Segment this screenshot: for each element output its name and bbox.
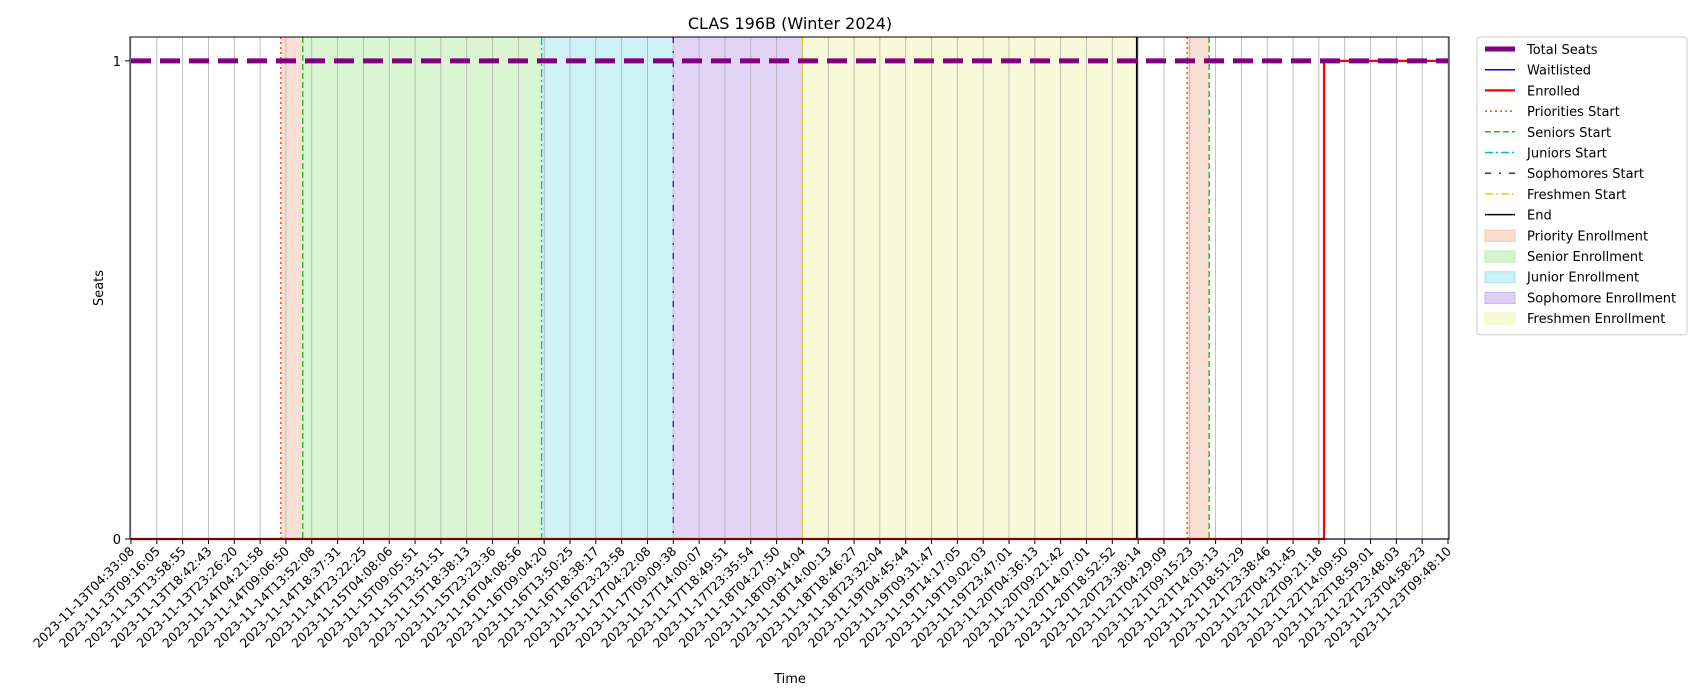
x-axis-label: Time xyxy=(773,672,806,687)
junior-enrollment-swatch xyxy=(1484,271,1516,284)
legend-box xyxy=(1476,36,1688,336)
legend-label: End xyxy=(1527,209,1552,224)
legend-entry-priority-enrollment: Priority Enrollment xyxy=(1484,229,1648,244)
legend-label: Priorities Start xyxy=(1527,105,1620,120)
freshmen-enrollment-swatch xyxy=(1484,312,1516,325)
y-axis-label: Seats xyxy=(92,270,107,306)
legend-label: Seniors Start xyxy=(1527,126,1611,141)
legend-entry-junior-enrollment: Junior Enrollment xyxy=(1484,271,1639,286)
legend-label: Freshmen Start xyxy=(1527,188,1626,203)
legend-label: Junior Enrollment xyxy=(1526,271,1639,286)
junior-enrollment-band xyxy=(541,37,674,539)
sophomore-enrollment-band xyxy=(673,37,803,539)
legend-label: Waitlisted xyxy=(1527,64,1591,79)
enrollment-period-shading xyxy=(280,37,1210,539)
legend-entry-juniors-start: Juniors Start xyxy=(1485,147,1607,162)
legend-label: Priority Enrollment xyxy=(1527,229,1648,244)
sophomore-enrollment-swatch xyxy=(1484,291,1516,304)
legend-entry-total-seats: Total Seats xyxy=(1485,43,1598,58)
legend-entry-sophomores-start: Sophomores Start xyxy=(1485,167,1644,182)
legend-entry-priorities-start: Priorities Start xyxy=(1485,105,1620,120)
legend-entry-waitlisted: Waitlisted xyxy=(1485,64,1591,79)
legend-entry-end: End xyxy=(1485,209,1552,224)
legend-entry-sophomore-enrollment: Sophomore Enrollment xyxy=(1484,291,1676,306)
priority-enrollment-swatch xyxy=(1484,229,1516,242)
legend: Total Seats Waitlisted Enrolled Priorities … xyxy=(1476,36,1688,336)
legend-label: Juniors Start xyxy=(1526,147,1607,162)
y-tick-label: 1 xyxy=(113,55,121,70)
vertical-gridlines xyxy=(130,37,1449,539)
legend-label: Freshmen Enrollment xyxy=(1527,312,1665,327)
y-axis: 01 xyxy=(113,55,130,548)
y-tick-label: 0 xyxy=(113,533,121,548)
chart-title: CLAS 196B (Winter 2024) xyxy=(688,14,892,33)
legend-entry-enrolled: Enrolled xyxy=(1485,84,1580,99)
freshmen-enrollment-band xyxy=(802,37,1137,539)
senior-enrollment-swatch xyxy=(1484,250,1516,263)
senior-enrollment-band xyxy=(302,37,542,539)
legend-entry-freshmen-start: Freshmen Start xyxy=(1485,188,1626,203)
priority-enrollment-band xyxy=(1187,37,1210,539)
priority-enrollment-band xyxy=(280,37,303,539)
legend-entry-senior-enrollment: Senior Enrollment xyxy=(1484,250,1643,265)
plot-frame xyxy=(129,36,1450,540)
legend-label: Sophomore Enrollment xyxy=(1527,291,1676,306)
legend-label: Sophomores Start xyxy=(1527,167,1644,182)
legend-entry-freshmen-enrollment: Freshmen Enrollment xyxy=(1484,312,1665,327)
legend-entry-seniors-start: Seniors Start xyxy=(1485,126,1611,141)
x-axis: 2023-11-13T04:33:082023-11-13T09:16:0520… xyxy=(30,539,1454,651)
legend-label: Enrolled xyxy=(1527,84,1580,99)
legend-label: Total Seats xyxy=(1526,43,1598,58)
legend-label: Senior Enrollment xyxy=(1527,250,1643,265)
phase-start-markers xyxy=(280,37,1210,539)
